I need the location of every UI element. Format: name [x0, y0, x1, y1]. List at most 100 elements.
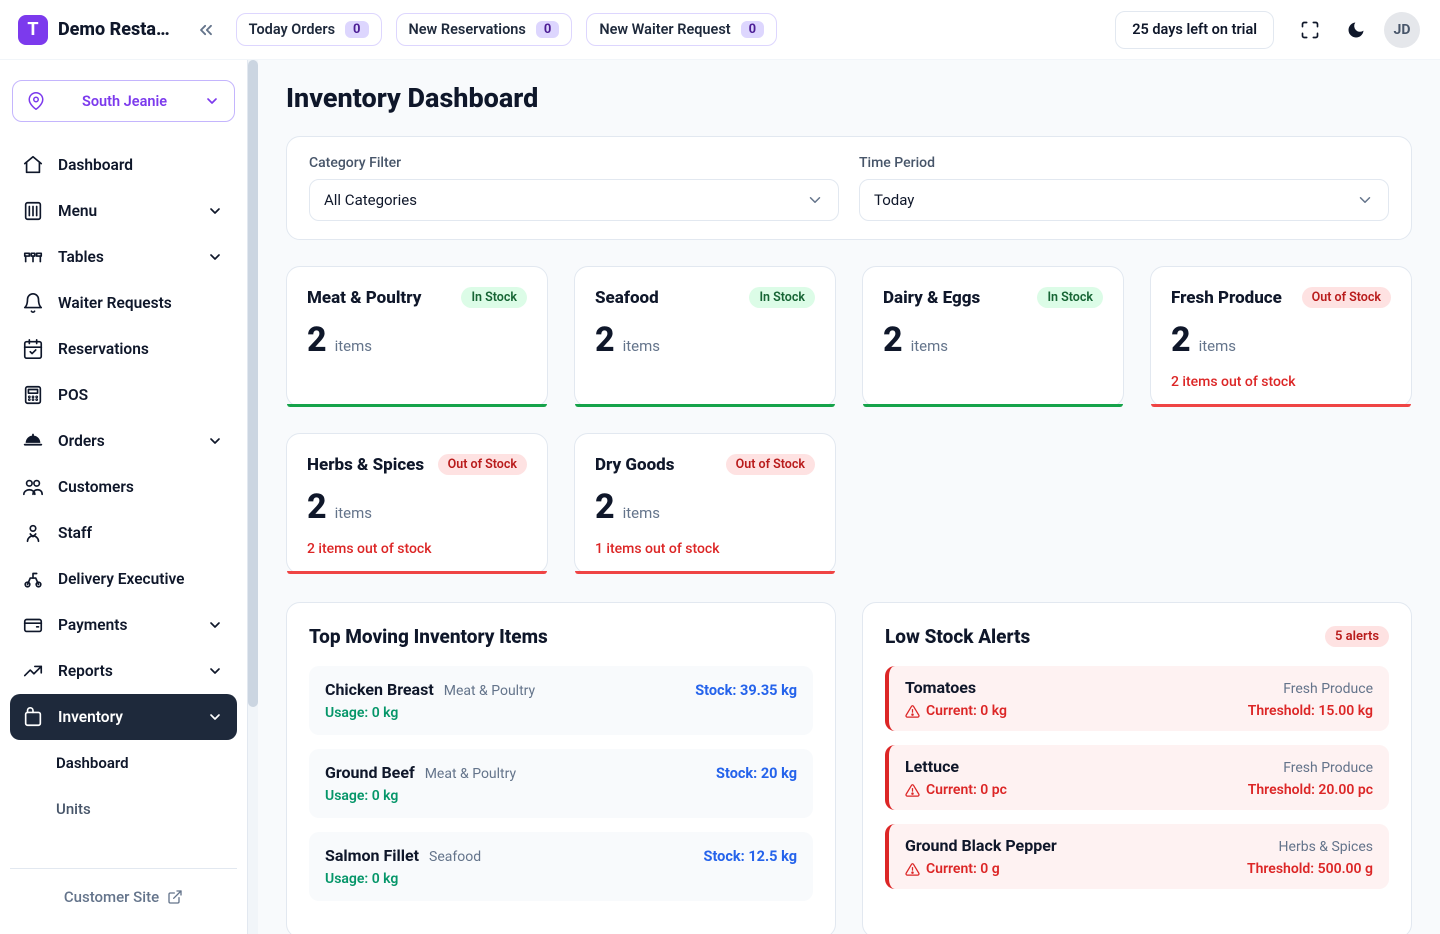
main-scrollbar[interactable]: [248, 60, 258, 934]
item-count: 2: [595, 320, 615, 360]
sidebar-item-staff[interactable]: Staff: [10, 510, 237, 556]
pill-count: 0: [536, 21, 559, 38]
threshold: Threshold: 20.00 pc: [1248, 782, 1373, 798]
pill-new-reservations[interactable]: New Reservations 0: [396, 13, 573, 46]
category-name: Dairy & Eggs: [883, 288, 980, 308]
top-moving-item[interactable]: Chicken Breast Meat & Poultry Stock: 39.…: [309, 666, 813, 735]
top-moving-panel: Top Moving Inventory Items Chicken Breas…: [286, 602, 836, 934]
item-usage: Usage: 0 kg: [325, 705, 797, 721]
avatar[interactable]: JD: [1384, 12, 1420, 48]
out-of-stock-text: 1 items out of stock: [595, 541, 815, 557]
item-category: Fresh Produce: [1283, 681, 1373, 697]
chevron-down-icon: [207, 617, 225, 633]
status-badge: Out of Stock: [726, 454, 815, 475]
external-link-icon: [167, 889, 183, 905]
pill-label: New Reservations: [409, 21, 526, 38]
sidebar-item-inventory[interactable]: Inventory: [10, 694, 237, 740]
select-value: Today: [874, 191, 914, 209]
sidebar-item-orders[interactable]: Orders: [10, 418, 237, 464]
current-stock: Current: 0 g: [905, 861, 1000, 877]
chevron-down-icon: [806, 191, 824, 209]
category-cards-grid: Meat & Poultry In Stock 2 items Seafood …: [286, 266, 1412, 574]
category-name: Fresh Produce: [1171, 288, 1282, 308]
main-content: Inventory Dashboard Category Filter All …: [258, 60, 1440, 934]
category-filter-select[interactable]: All Categories: [309, 179, 839, 221]
nav-label: Menu: [58, 202, 193, 220]
sidebar: South Jeanie Dashboard Menu Tables Waite…: [0, 60, 248, 934]
chevron-down-icon: [1356, 191, 1374, 209]
category-name: Meat & Poultry: [307, 288, 421, 308]
item-unit: items: [911, 337, 948, 355]
category-card[interactable]: Herbs & Spices Out of Stock 2 items 2 it…: [286, 433, 548, 574]
status-badge: In Stock: [749, 287, 815, 308]
dark-mode-toggle[interactable]: [1338, 12, 1374, 48]
item-usage: Usage: 0 kg: [325, 871, 797, 887]
top-moving-item[interactable]: Ground Beef Meat & Poultry Stock: 20 kg …: [309, 749, 813, 818]
chevron-down-icon: [207, 249, 225, 265]
category-card[interactable]: Seafood In Stock 2 items: [574, 266, 836, 407]
pill-today-orders[interactable]: Today Orders 0: [236, 13, 382, 46]
nav-label: Customers: [58, 478, 225, 496]
status-badge: In Stock: [461, 287, 527, 308]
category-name: Herbs & Spices: [307, 455, 424, 475]
location-label: South Jeanie: [53, 93, 196, 110]
nav-label: POS: [58, 386, 225, 404]
sidebar-subitem-dashboard[interactable]: Dashboard: [56, 740, 237, 786]
pos-icon: [22, 384, 44, 406]
nav-label: Staff: [58, 524, 225, 542]
staff-icon: [22, 522, 44, 544]
sidebar-item-customers[interactable]: Customers: [10, 464, 237, 510]
time-period-select[interactable]: Today: [859, 179, 1389, 221]
category-card[interactable]: Fresh Produce Out of Stock 2 items 2 ite…: [1150, 266, 1412, 407]
category-card[interactable]: Dairy & Eggs In Stock 2 items: [862, 266, 1124, 407]
sidebar-collapse-button[interactable]: [194, 18, 218, 42]
maximize-icon: [1300, 20, 1320, 40]
brand-logo[interactable]: T: [18, 15, 48, 45]
top-moving-item[interactable]: Salmon Fillet Seafood Stock: 12.5 kg Usa…: [309, 832, 813, 901]
sidebar-item-reservations[interactable]: Reservations: [10, 326, 237, 372]
sidebar-item-reports[interactable]: Reports: [10, 648, 237, 694]
chevron-down-icon: [204, 93, 220, 109]
low-stock-item[interactable]: Tomatoes Fresh Produce Current: 0 kg Thr…: [885, 666, 1389, 731]
item-count: 2: [307, 320, 327, 360]
category-filter-label: Category Filter: [309, 155, 839, 171]
users-icon: [22, 476, 44, 498]
item-name: Salmon Fillet: [325, 846, 419, 865]
item-count: 2: [883, 320, 903, 360]
sidebar-item-delivery-executive[interactable]: Delivery Executive: [10, 556, 237, 602]
category-card[interactable]: Dry Goods Out of Stock 2 items 1 items o…: [574, 433, 836, 574]
item-stock: Stock: 39.35 kg: [695, 682, 797, 699]
alert-triangle-icon: [905, 862, 920, 877]
alert-triangle-icon: [905, 783, 920, 798]
customer-site-link[interactable]: Customer Site: [10, 868, 237, 924]
trial-status-button[interactable]: 25 days left on trial: [1115, 11, 1274, 49]
low-stock-item[interactable]: Ground Black Pepper Herbs & Spices Curre…: [885, 824, 1389, 889]
low-stock-item[interactable]: Lettuce Fresh Produce Current: 0 pc Thre…: [885, 745, 1389, 810]
sidebar-item-payments[interactable]: Payments: [10, 602, 237, 648]
category-card[interactable]: Meat & Poultry In Stock 2 items: [286, 266, 548, 407]
moon-icon: [1346, 20, 1366, 40]
location-selector[interactable]: South Jeanie: [12, 80, 235, 122]
current-stock: Current: 0 kg: [905, 703, 1007, 719]
out-of-stock-text: 2 items out of stock: [307, 541, 527, 557]
sidebar-item-waiter-requests[interactable]: Waiter Requests: [10, 280, 237, 326]
sidebar-item-tables[interactable]: Tables: [10, 234, 237, 280]
cloche-icon: [22, 430, 44, 452]
brand-name: Demo Resta…: [58, 19, 170, 40]
item-unit: items: [623, 504, 660, 522]
sidebar-item-menu[interactable]: Menu: [10, 188, 237, 234]
sidebar-item-pos[interactable]: POS: [10, 372, 237, 418]
threshold: Threshold: 15.00 kg: [1248, 703, 1373, 719]
nav-label: Payments: [58, 616, 193, 634]
nav-label: Delivery Executive: [58, 570, 225, 588]
nav-label: Inventory: [58, 708, 193, 726]
sidebar-item-dashboard[interactable]: Dashboard: [10, 142, 237, 188]
pill-new-waiter-request[interactable]: New Waiter Request 0: [586, 13, 777, 46]
item-count: 2: [595, 487, 615, 527]
item-usage: Usage: 0 kg: [325, 788, 797, 804]
nav-label: Reservations: [58, 340, 225, 358]
sidebar-subitem-units[interactable]: Units: [56, 786, 237, 832]
fullscreen-button[interactable]: [1292, 12, 1328, 48]
reports-icon: [22, 660, 44, 682]
pill-label: Today Orders: [249, 21, 335, 38]
